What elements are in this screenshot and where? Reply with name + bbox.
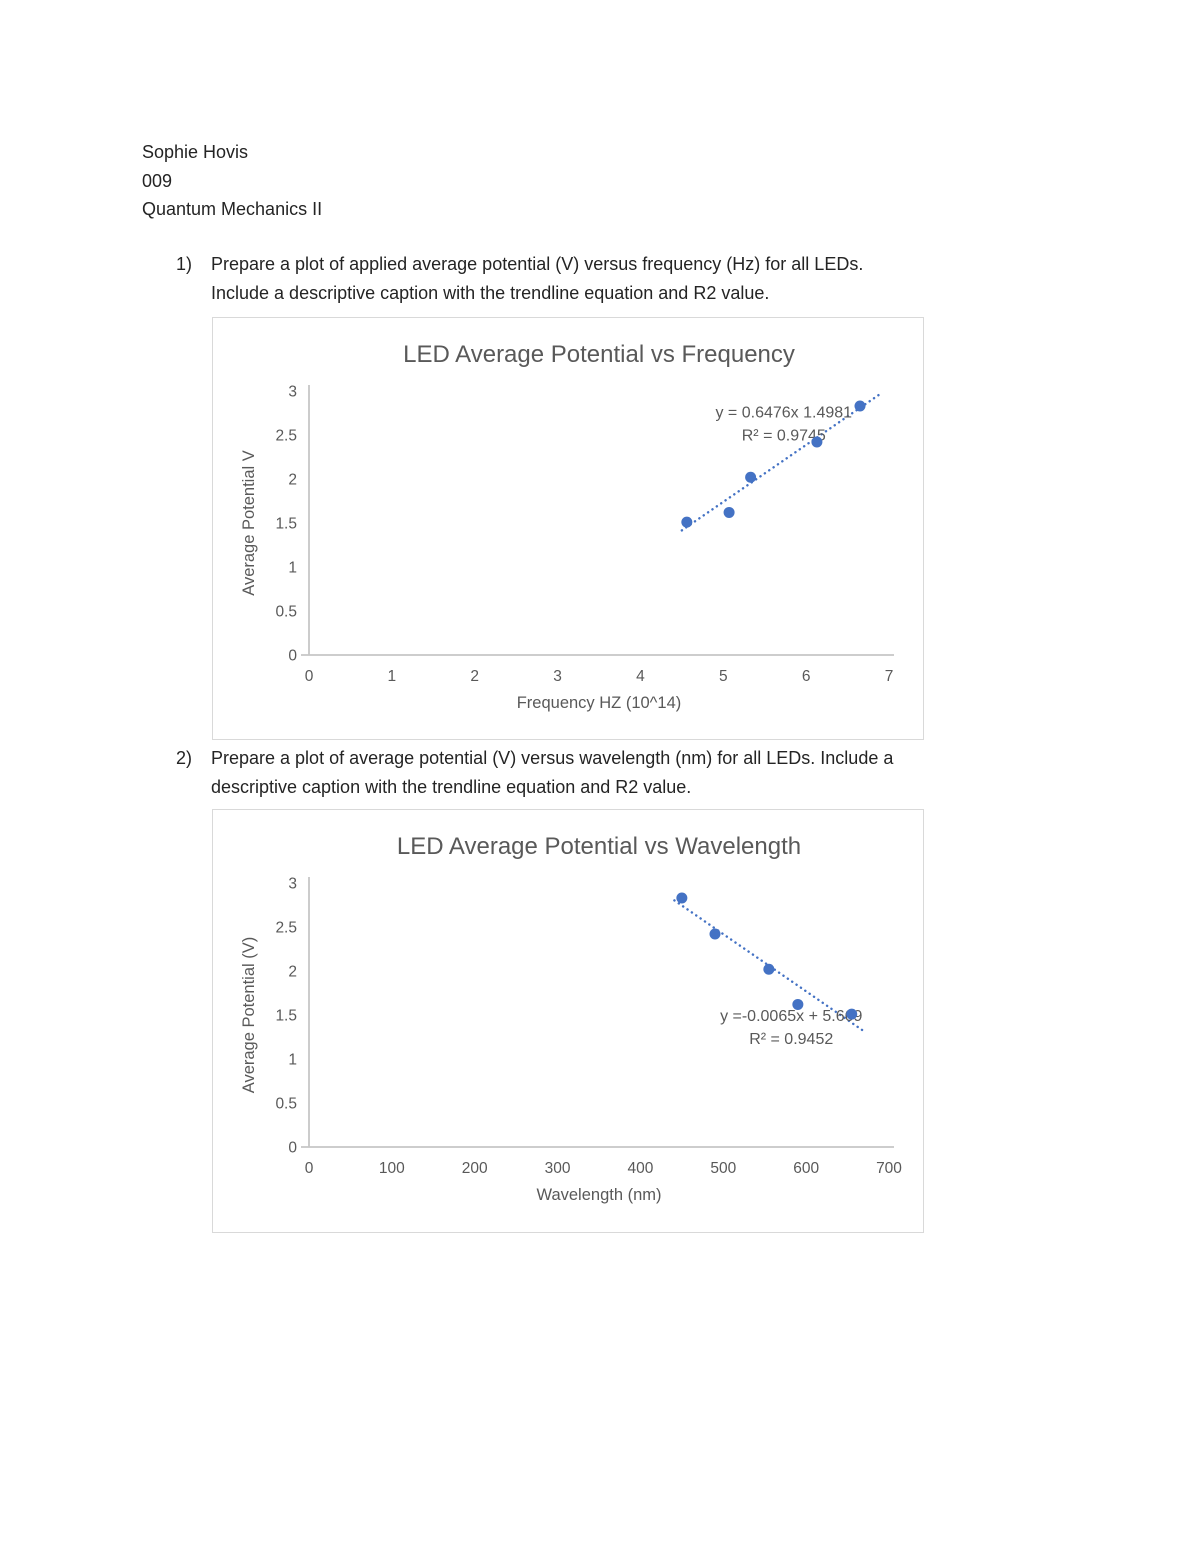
data-point <box>792 998 804 1010</box>
data-point <box>763 963 775 975</box>
author-name: Sophie Hovis <box>142 142 249 162</box>
y-tick-label: 1 <box>288 560 297 577</box>
y-tick-label: 1 <box>288 1052 297 1069</box>
frequency-chart-figure: LED Average Potential vs Frequency 0 0.5 1 1… <box>212 317 924 740</box>
x-tick-label: 6 <box>802 668 811 685</box>
data-point <box>723 506 735 518</box>
y-tick-label: 2.5 <box>275 920 297 937</box>
y-tick-label: 0.5 <box>275 604 297 621</box>
y-axis-title: Average Potential V <box>240 450 258 596</box>
x-tick-label: 500 <box>710 1160 736 1177</box>
document-header: Sophie Hovis 009 Quantum Mechanics II <box>142 138 322 224</box>
question-2-number: 2) <box>176 748 193 768</box>
x-tick-label: 400 <box>627 1160 653 1177</box>
trendline <box>673 899 864 1032</box>
y-tick-label: 0 <box>288 648 297 665</box>
x-axis-title: Frequency HZ (10^14) <box>517 694 682 712</box>
data-point <box>745 471 757 483</box>
question-2-text: Prepare a plot of average potential (V) … <box>211 748 894 797</box>
question-1-number: 1) <box>176 254 193 274</box>
x-axis-title: Wavelength (nm) <box>536 1186 661 1204</box>
section-number: 009 <box>142 170 173 191</box>
y-tick-label: 0.5 <box>275 1096 297 1113</box>
y-tick-label: 1.5 <box>275 516 297 533</box>
question-1-text: Prepare a plot of applied average potent… <box>211 254 864 303</box>
question-1: 1) Prepare a plot of applied average pot… <box>176 250 1071 308</box>
data-point <box>676 892 688 904</box>
x-tick-label: 4 <box>636 668 645 685</box>
y-tick-label: 2 <box>288 472 297 489</box>
data-point <box>709 928 721 940</box>
r-squared-value: R² = 0.9452 <box>749 1031 833 1048</box>
x-tick-label: 600 <box>793 1160 819 1177</box>
x-tick-label: 0 <box>305 1160 314 1177</box>
trendline-equation: y = 0.6476x 1.4981 <box>715 404 852 421</box>
wavelength-chart-figure: LED Average Potential vs Wavelength 0 0.5 1… <box>212 809 924 1233</box>
y-tick-label: 3 <box>288 384 297 401</box>
wavelength-chart: LED Average Potential vs Wavelength 0 0.5 1… <box>240 833 902 1204</box>
y-axis-title: Average Potential (V) <box>240 937 258 1094</box>
course-title: Quantum Mechanics II <box>142 199 323 220</box>
chart-title: LED Average Potential vs Frequency <box>403 341 795 368</box>
trendline-equation: y =-0.0065x + 5.669 <box>720 1008 862 1025</box>
x-tick-label: 700 <box>876 1160 902 1177</box>
x-tick-label: 3 <box>553 668 562 685</box>
chart-title: LED Average Potential vs Wavelength <box>397 833 801 860</box>
x-tick-label: 5 <box>719 668 728 685</box>
data-point <box>854 400 866 412</box>
x-tick-label: 2 <box>470 668 479 685</box>
x-tick-label: 300 <box>545 1160 571 1177</box>
x-tick-label: 1 <box>388 668 397 685</box>
y-tick-label: 3 <box>288 876 297 893</box>
x-tick-label: 0 <box>305 668 314 685</box>
r-squared-value: R² = 0.9745 <box>742 427 826 444</box>
x-tick-label: 7 <box>885 668 894 685</box>
data-point <box>681 516 693 528</box>
data-point <box>846 1008 858 1020</box>
x-tick-label: 100 <box>379 1160 405 1177</box>
question-2: 2) Prepare a plot of average potential (… <box>176 744 1071 802</box>
trendline <box>680 392 882 532</box>
x-tick-label: 200 <box>462 1160 488 1177</box>
data-point <box>811 436 823 448</box>
y-tick-label: 2.5 <box>275 428 297 445</box>
y-tick-label: 0 <box>288 1140 297 1157</box>
y-tick-label: 2 <box>288 964 297 981</box>
y-tick-label: 1.5 <box>275 1008 297 1025</box>
frequency-chart: LED Average Potential vs Frequency 0 0.5 1 1… <box>240 341 894 712</box>
